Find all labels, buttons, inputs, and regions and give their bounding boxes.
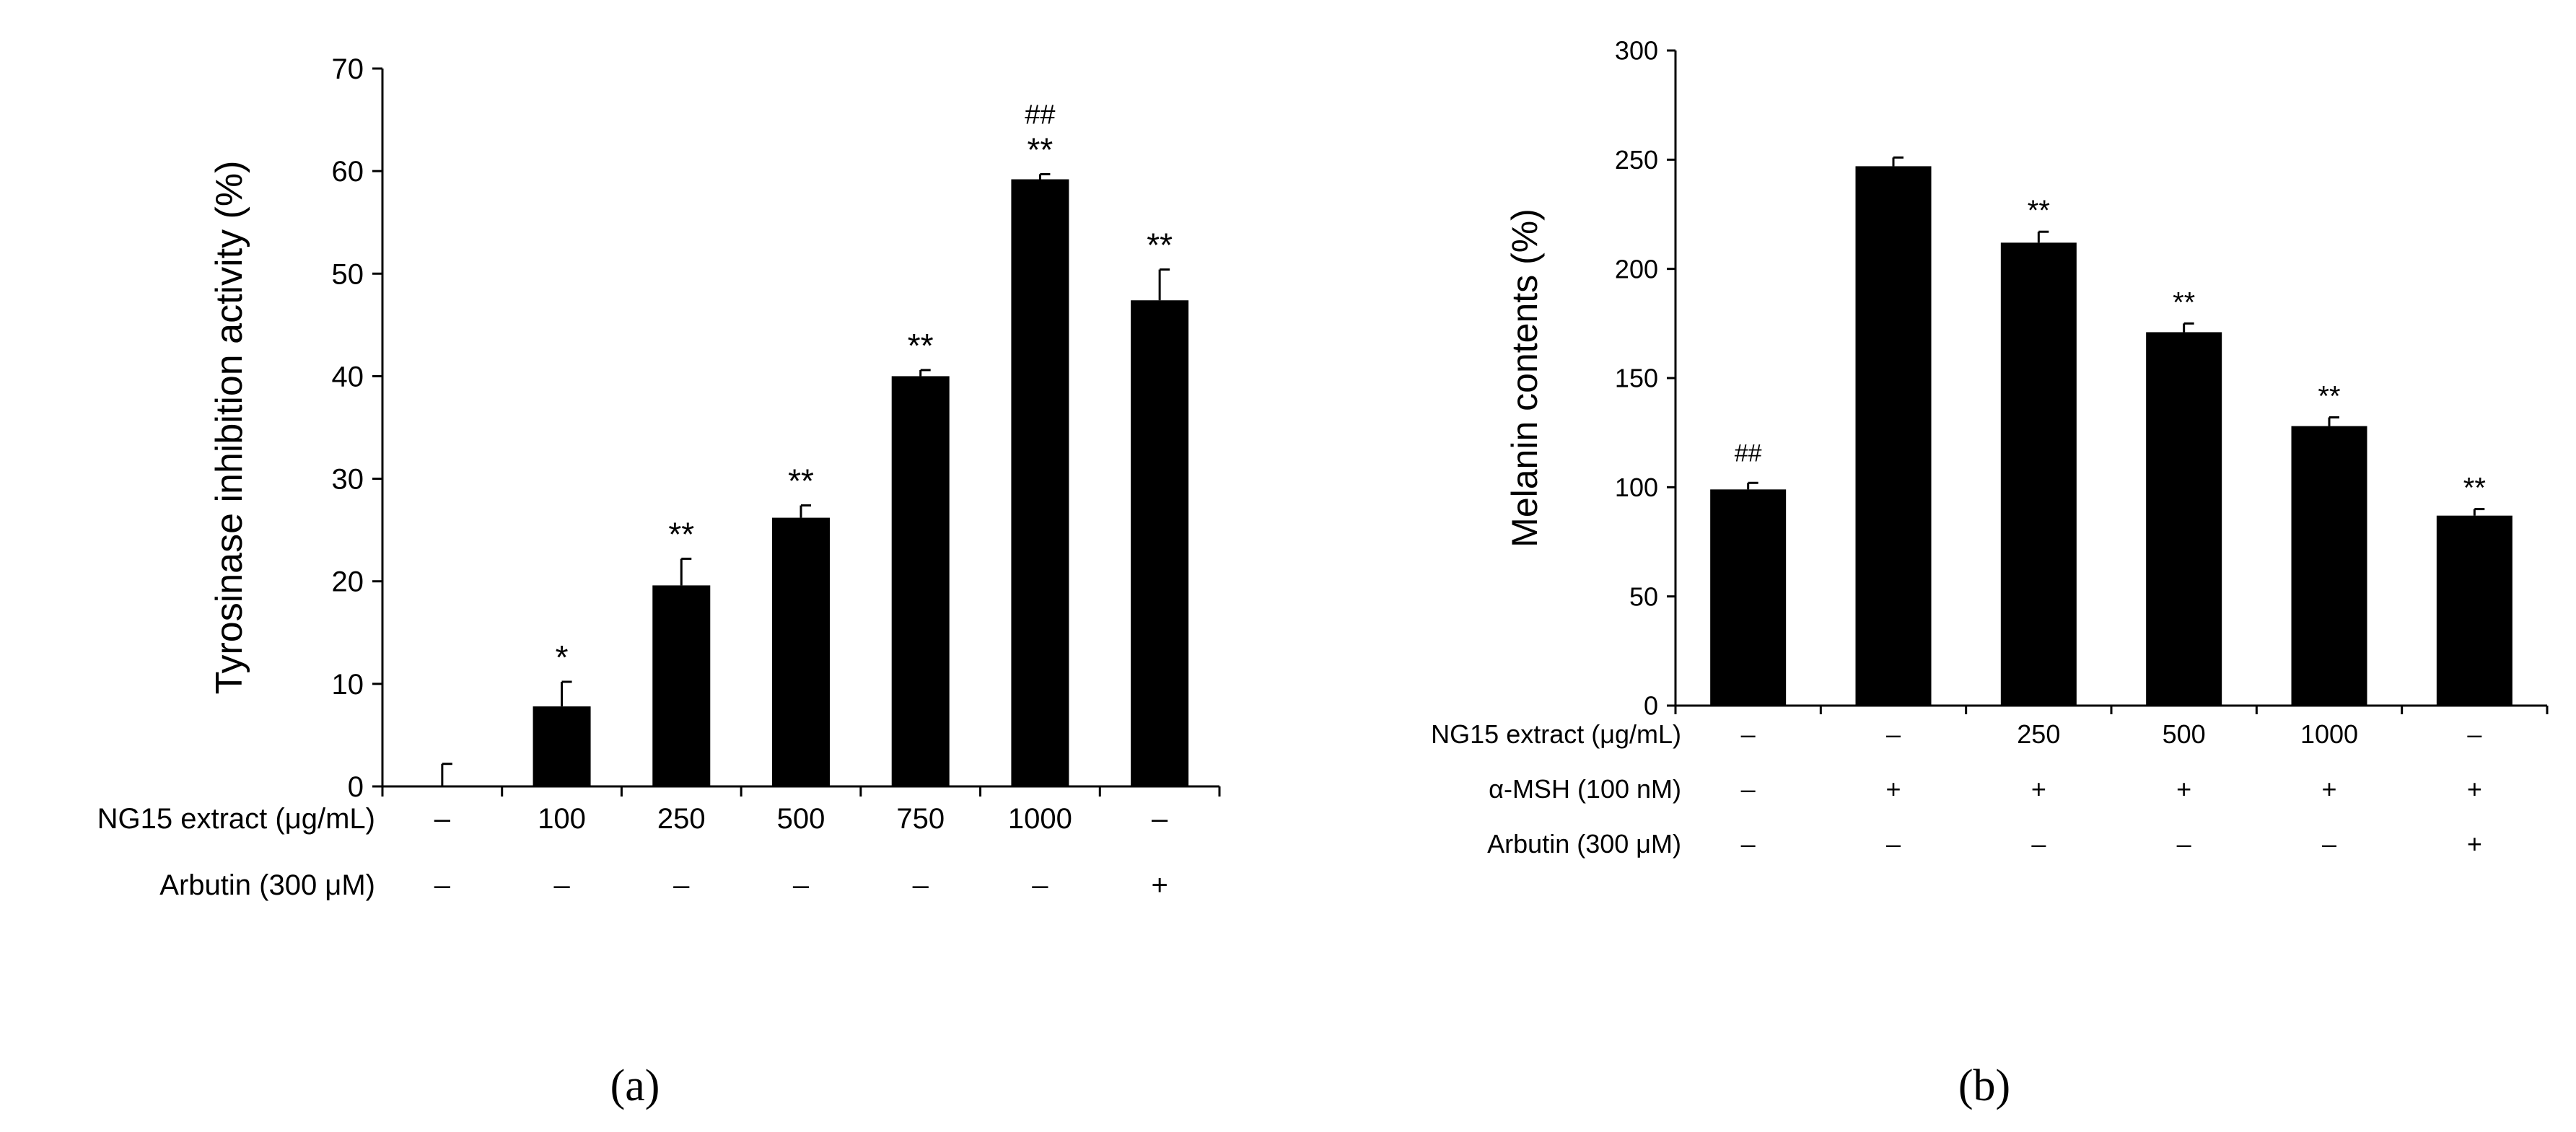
y-tick-label: 20: [332, 566, 364, 598]
bar: [2436, 515, 2513, 706]
treatment-cell: 100: [538, 803, 586, 835]
treatment-cell: 500: [777, 803, 825, 835]
treatment-cell: +: [1885, 774, 1901, 804]
treatment-row-label: NG15 extract (μg/mL): [1431, 719, 1681, 749]
hash-significance-label: ##: [1025, 100, 1055, 130]
asterisk-significance-label: **: [1147, 227, 1173, 264]
y-tick-label: 250: [1615, 145, 1658, 175]
treatment-cell: –: [1152, 803, 1168, 835]
treatment-cell: –: [1886, 719, 1901, 749]
asterisk-significance-label: **: [2028, 195, 2050, 227]
treatment-cell: 250: [657, 803, 706, 835]
y-tick-label: 200: [1615, 254, 1658, 284]
treatment-cell: –: [2467, 719, 2481, 749]
y-tick-label: 60: [332, 156, 364, 188]
treatment-row-label: NG15 extract (μg/mL): [97, 803, 375, 835]
y-axis-title: Melanin contents (%): [1504, 209, 1545, 548]
treatment-cell: +: [2467, 829, 2482, 859]
asterisk-significance-label: **: [1028, 131, 1053, 168]
treatment-cell: –: [793, 869, 810, 901]
treatment-cell: –: [2322, 829, 2336, 859]
asterisk-significance-label: *: [556, 639, 569, 676]
asterisk-significance-label: **: [788, 462, 814, 500]
treatment-cell: +: [1151, 869, 1167, 901]
asterisk-significance-label: **: [668, 515, 694, 553]
y-tick-label: 100: [1615, 473, 1658, 502]
treatment-cell: –: [673, 869, 690, 901]
treatment-cell: 500: [2163, 719, 2206, 749]
y-tick-label: 150: [1615, 364, 1658, 393]
bar: [652, 585, 711, 786]
bar: [1011, 179, 1069, 786]
bar: [1131, 300, 1189, 786]
treatment-row-label: Arbutin (300 μM): [1487, 829, 1681, 859]
y-tick-label: 300: [1615, 36, 1658, 66]
treatment-cell: –: [553, 869, 570, 901]
y-tick-label: 10: [332, 669, 364, 701]
asterisk-significance-label: **: [2318, 380, 2340, 412]
y-tick-label: 50: [1629, 582, 1658, 611]
asterisk-significance-label: **: [2173, 286, 2195, 318]
treatment-cell: –: [1741, 774, 1756, 804]
treatment-cell: +: [2031, 774, 2046, 804]
treatment-cell: –: [913, 869, 929, 901]
y-tick-label: 0: [348, 771, 364, 803]
treatment-cell: –: [1741, 829, 1756, 859]
treatment-cell: –: [1032, 869, 1048, 901]
asterisk-significance-label: **: [2463, 473, 2486, 504]
panel-label: (b): [1958, 1061, 2010, 1110]
bar: [533, 706, 591, 786]
bar: [1855, 166, 1932, 706]
y-tick-label: 0: [1644, 691, 1658, 721]
treatment-cell: –: [1741, 719, 1756, 749]
treatment-cell: –: [1886, 829, 1901, 859]
treatment-cell: –: [2177, 829, 2191, 859]
treatment-cell: 1000: [2300, 719, 2358, 749]
bar: [2146, 332, 2222, 706]
y-tick-label: 40: [332, 361, 364, 392]
panel-label: (a): [610, 1061, 660, 1110]
treatment-cell: –: [2031, 829, 2046, 859]
treatment-row-label: α-MSH (100 nM): [1489, 774, 1681, 804]
treatment-cell: +: [2176, 774, 2191, 804]
y-tick-label: 30: [332, 464, 364, 496]
y-tick-label: 50: [332, 258, 364, 290]
treatment-cell: +: [2467, 774, 2482, 804]
chart-b-melanin-contents: 0 50 100 150 200 250 300 Melanin contents (%) ##…: [1431, 36, 2549, 1110]
treatment-cell: 1000: [1008, 803, 1072, 835]
bar: [1710, 489, 1787, 706]
treatment-cell: –: [434, 869, 451, 901]
treatment-row-label: Arbutin (300 μM): [159, 869, 375, 901]
bar: [891, 376, 950, 786]
hash-significance-label: ##: [1735, 439, 1762, 467]
treatment-cell: –: [434, 803, 451, 835]
treatment-cell: 250: [2017, 719, 2060, 749]
y-tick-label: 70: [332, 53, 364, 85]
bar: [772, 517, 830, 786]
treatment-cell: +: [2321, 774, 2336, 804]
treatment-cell: 750: [896, 803, 945, 835]
y-axis-title: Tyrosinase inhibition activity (%): [209, 161, 250, 695]
bar: [2291, 426, 2367, 706]
asterisk-significance-label: **: [908, 327, 934, 364]
chart-a-tyrosinase-inhibition: 0 10 20 30 40 50 60 70 Tyrosinase inhibition act…: [97, 53, 1221, 1110]
bar: [2000, 242, 2077, 706]
